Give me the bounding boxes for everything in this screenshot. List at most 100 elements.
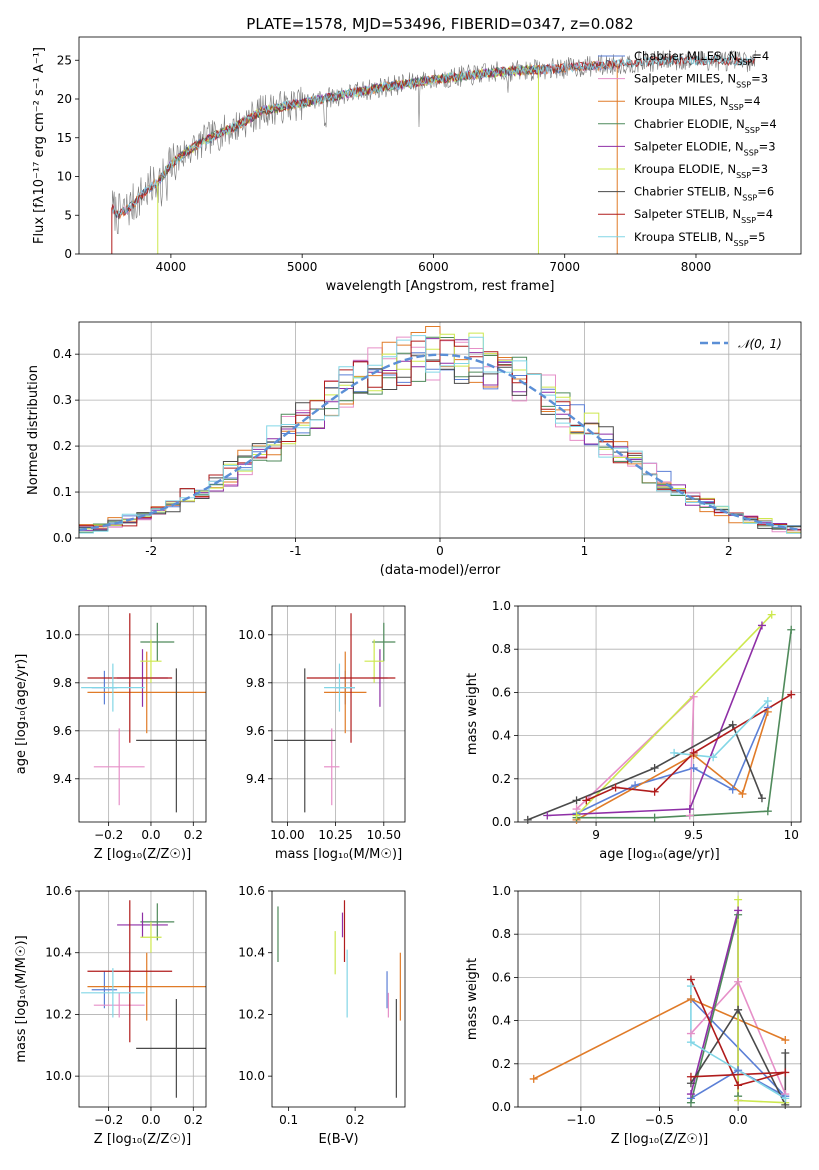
x-tick-label: 9 [592, 828, 600, 842]
x-tick-label: 0.2 [346, 1113, 365, 1127]
x-tick-label: 0 [436, 544, 444, 558]
weight-marker-1-1 [689, 692, 698, 701]
legend-entry-6: Chabrier STELIB, NSSP=6 [634, 185, 774, 203]
y-tick-label: 9.4 [53, 772, 72, 786]
legend-entry-gaussian: 𝒩(0, 1) [738, 337, 782, 351]
x-tick-label: 0.2 [184, 828, 203, 842]
legend-entry-0: Chabrier MILES, NSSP=4 [634, 49, 769, 67]
weight-marker-1-0 [686, 1029, 695, 1038]
weight-marker-2-3 [763, 707, 772, 716]
y-tick-label: 10.4 [238, 946, 265, 960]
weight-marker-4-2 [757, 621, 766, 630]
x-tick-label: 9.5 [684, 828, 703, 842]
plot-area [277, 900, 401, 1098]
x-tick-label: −1.0 [566, 1113, 595, 1127]
panel-mass_vs_ebv: 0.1 0.2 10.0 10.2 10.4 10.6 E(B-V) [238, 884, 406, 1147]
y-tick-label: 9.8 [53, 676, 72, 690]
y-tick-label: 0.2 [53, 439, 72, 453]
weight-marker-4-0 [543, 811, 552, 820]
y-tick-label: 10.0 [238, 628, 265, 642]
y-tick-label: 9.6 [53, 724, 72, 738]
panel-spectrum: 4000 5000 6000 7000 8000 0 5 10 15 20 25 wavelength… [32, 36, 802, 294]
x-tick-label: 4000 [156, 260, 187, 274]
x-tick-label: 0.2 [184, 1113, 203, 1127]
y-tick-label: 9.4 [246, 772, 265, 786]
x-tick-label: 0.0 [141, 1113, 160, 1127]
weight-line-4 [547, 625, 763, 817]
x-tick-label: 6000 [418, 260, 449, 274]
legend-entry-5: Kroupa ELODIE, NSSP=3 [634, 162, 768, 180]
panel-age_vs_Z: −0.2 0.0 0.2 9.4 9.6 9.8 10.0 Z [log₁₀(Z/Z☉)] ag… [14, 605, 207, 862]
y-tick-label: 0.2 [492, 772, 511, 786]
plot-area [527, 614, 792, 821]
spectrum-legend: Chabrier MILES, NSSP=4 Salpeter MILES, NS… [598, 49, 777, 247]
legend-series-name: Kroupa ELODIE [634, 162, 720, 176]
axes-frame [78, 890, 207, 1108]
weight-marker-6-0 [523, 815, 532, 824]
x-axis-label: Z [log₁₀(Z/Z☉)] [611, 1132, 708, 1147]
legend-series-name: Salpeter ELODIE [634, 139, 728, 153]
weight-marker-3-1 [650, 813, 659, 822]
panel-age_vs_mass: 10.00 10.25 10.50 9.4 9.6 9.8 10.0 mass [log₁₀(… [238, 605, 406, 862]
y-axis-label: mass weight [465, 673, 480, 755]
weight-line-0 [576, 707, 769, 815]
y-axis-label: mass [log₁₀(M/M☉)] [14, 935, 29, 1062]
x-tick-label: 0.0 [729, 1113, 748, 1127]
plot-area [111, 49, 757, 254]
y-tick-label: 10.0 [45, 628, 72, 642]
axes-frame [517, 605, 802, 823]
y-tick-label: 1.0 [492, 884, 511, 898]
legend-entry-2: Kroupa MILES, NSSP=4 [634, 94, 761, 112]
axes-frame [78, 605, 207, 823]
y-tick-label: 25 [57, 53, 72, 67]
weight-marker-4-1 [734, 906, 743, 915]
figure-title: PLATE=1578, MJD=53496, FIBERID=0347, z=0… [246, 15, 633, 33]
weight-marker-7-3 [686, 1072, 695, 1081]
weight-marker-0-2 [689, 764, 698, 772]
y-tick-label: 0.3 [53, 393, 72, 407]
x-tick-label: 1 [581, 544, 589, 558]
x-tick-label: −0.5 [645, 1113, 674, 1127]
y-tick-label: 9.6 [246, 724, 265, 738]
y-tick-label: 0.6 [492, 685, 511, 699]
legend-series-name: Kroupa MILES [634, 94, 713, 108]
y-tick-label: 10.6 [45, 884, 72, 898]
plot-area [81, 613, 206, 813]
y-tick-label: 10.0 [238, 1069, 265, 1083]
weight-marker-7-4 [787, 690, 796, 699]
y-tick-label: 10.4 [45, 946, 72, 960]
y-tick-label: 0 [64, 247, 72, 261]
weight-marker-0-3 [728, 785, 737, 794]
x-axis-label: (data-model)/error [380, 563, 501, 578]
x-tick-label: 0.0 [141, 828, 160, 842]
weight-marker-6-2 [650, 764, 659, 772]
model-line-1 [111, 60, 617, 218]
weight-line-5 [576, 614, 773, 817]
y-tick-label: 0.0 [53, 531, 72, 545]
legend-entry-7: Salpeter STELIB, NSSP=4 [634, 207, 773, 225]
plot-area [79, 326, 801, 534]
weight-line-7 [690, 979, 786, 1087]
y-tick-label: 0.4 [492, 1014, 511, 1028]
weight-line-2 [576, 711, 769, 821]
weight-marker-2-1 [686, 995, 695, 1003]
weight-marker-7-3 [689, 748, 698, 757]
y-axis-label: Flux [fλ10⁻¹⁷ erg cm⁻² s⁻¹ A⁻¹] [32, 47, 47, 244]
weight-marker-6-4 [757, 794, 766, 803]
weight-marker-5-0 [734, 895, 743, 904]
x-tick-label: 2 [725, 544, 733, 558]
weight-marker-3-2 [763, 807, 772, 816]
y-tick-label: 0.8 [492, 642, 511, 656]
panel-mass_weight_vs_age: 9 9.5 10 0.0 0.2 0.4 0.6 0.8 1.0 age [log₁₀(age/y… [465, 599, 802, 862]
y-tick-label: 0.6 [492, 970, 511, 984]
y-tick-label: 0.8 [492, 927, 511, 941]
gaussian-curve [79, 353, 801, 532]
weight-marker-5-1 [734, 1096, 743, 1105]
x-tick-label: -1 [290, 544, 302, 558]
y-tick-label: 0.4 [492, 729, 511, 743]
y-tick-label: 5 [64, 208, 72, 222]
weight-marker-6-1 [734, 1005, 743, 1014]
x-axis-label: wavelength [Angstrom, rest frame] [326, 279, 555, 294]
x-tick-label: -2 [145, 544, 157, 558]
axes-frame [271, 890, 406, 1108]
